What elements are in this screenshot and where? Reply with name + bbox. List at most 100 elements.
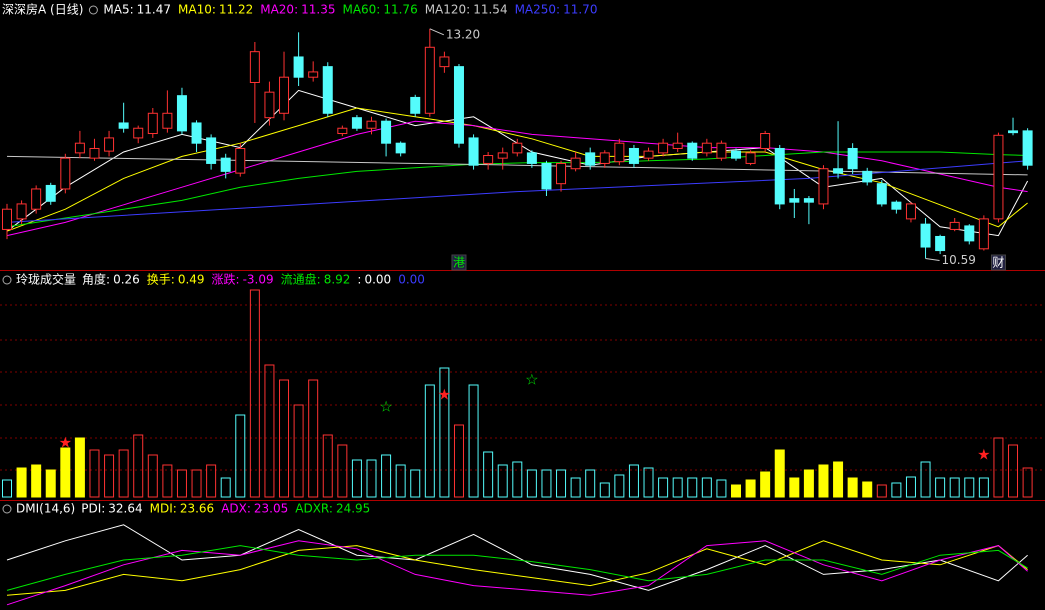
volume-bar [964,477,975,498]
volume-bar [453,424,464,498]
volume-bar [628,464,639,498]
legend-label: 角度: [82,272,110,287]
candle-body [512,142,523,154]
volume-bar [862,481,873,498]
candle-body [774,147,785,205]
volume-bar [308,379,319,498]
volume-bar [789,477,800,498]
annotation-leader [429,28,445,36]
volume-bar [264,364,275,498]
legend-value: 23.05 [254,502,288,516]
legend-value: 23.66 [180,502,214,516]
panel-title: 深深房A (日线) [2,2,83,17]
indicator-line [6,545,1028,591]
candle-body [993,134,1004,220]
candle-body [818,168,829,205]
candle-body [891,201,902,210]
candle-body [133,127,144,139]
legend-value: 11.76 [383,3,417,17]
legend-label: MA60: [342,3,380,17]
candle-body [570,157,581,170]
candle-body [745,152,756,164]
candle-body [439,56,450,68]
signal-star: ★ [59,434,72,452]
candle-body [701,142,712,154]
candle-body [760,133,771,149]
indicator-line [6,120,1028,237]
volume-bar [483,451,494,498]
candle-body [847,147,858,170]
candle-body [176,95,187,132]
signal-star: ★ [977,446,990,464]
candle-body [643,150,654,159]
candle-body [658,142,669,154]
volume-bar [847,477,858,498]
legend-label: 涨跌: [212,272,240,287]
volume-bar [949,477,960,498]
volume-bar [366,459,377,498]
volume-bar [147,454,158,498]
volume-bar [235,414,246,498]
annotation-leader [925,257,940,261]
volume-bar [716,479,727,498]
volume-bar [526,469,537,498]
volume-bar [162,464,173,498]
candle-body [2,208,12,230]
volume-bar [89,449,100,498]
volume-bar [16,467,27,498]
candle-body [337,127,348,135]
candle-body [483,155,494,164]
legend-label: 换手: [147,273,175,287]
volume-bar [541,469,552,498]
volume-bar [905,476,916,498]
legend-label: : [357,273,361,287]
candle-body [716,142,727,159]
signal-star: ☆ [525,371,538,389]
candle-body [905,203,916,220]
volume-bar [337,444,348,498]
volume-bar [249,289,260,498]
signal-star: ☆ [379,398,392,416]
legend-value: -3.09 [243,273,274,287]
candle-body [293,56,304,78]
volume-bar [658,477,669,498]
panel-title: 玲珑成交量 [16,272,76,287]
volume-bar [599,482,610,498]
volume-bar [978,477,989,498]
candle-body [920,223,931,248]
candle-body [249,51,260,83]
volume-bar [2,479,12,498]
panel-icon[interactable] [2,504,12,514]
indicator-line [6,524,1028,591]
volume-bar [672,477,683,498]
volume-bar [833,461,844,498]
candle-body [31,188,42,210]
annotation-label: 10.59 [942,253,976,267]
candle-body [89,147,100,159]
volume-bar [410,469,421,498]
signal-star: ★ [438,386,451,404]
candle-body [351,117,362,129]
panel-icon[interactable] [2,275,12,285]
legend-value: 11.47 [137,3,171,17]
candle-body [74,142,85,154]
volume-bar [133,434,144,498]
volume-bar [206,464,217,498]
candle-body [16,203,27,220]
candle-body [1008,130,1019,134]
legend-label: MA20: [260,3,298,17]
volume-bar [45,469,56,498]
candle-body [381,120,392,144]
candle-body [468,137,479,166]
volume-bar [512,461,523,498]
badge-box [990,254,1006,271]
candle-body [614,142,625,163]
legend-value: 0.00 [398,273,425,287]
panel-icon [88,5,98,15]
volume-bar [31,464,42,498]
legend-label: ADX: [221,502,251,516]
volume-bar [614,474,625,498]
candle-body [556,162,567,185]
legend-value: 11.22 [219,3,253,17]
